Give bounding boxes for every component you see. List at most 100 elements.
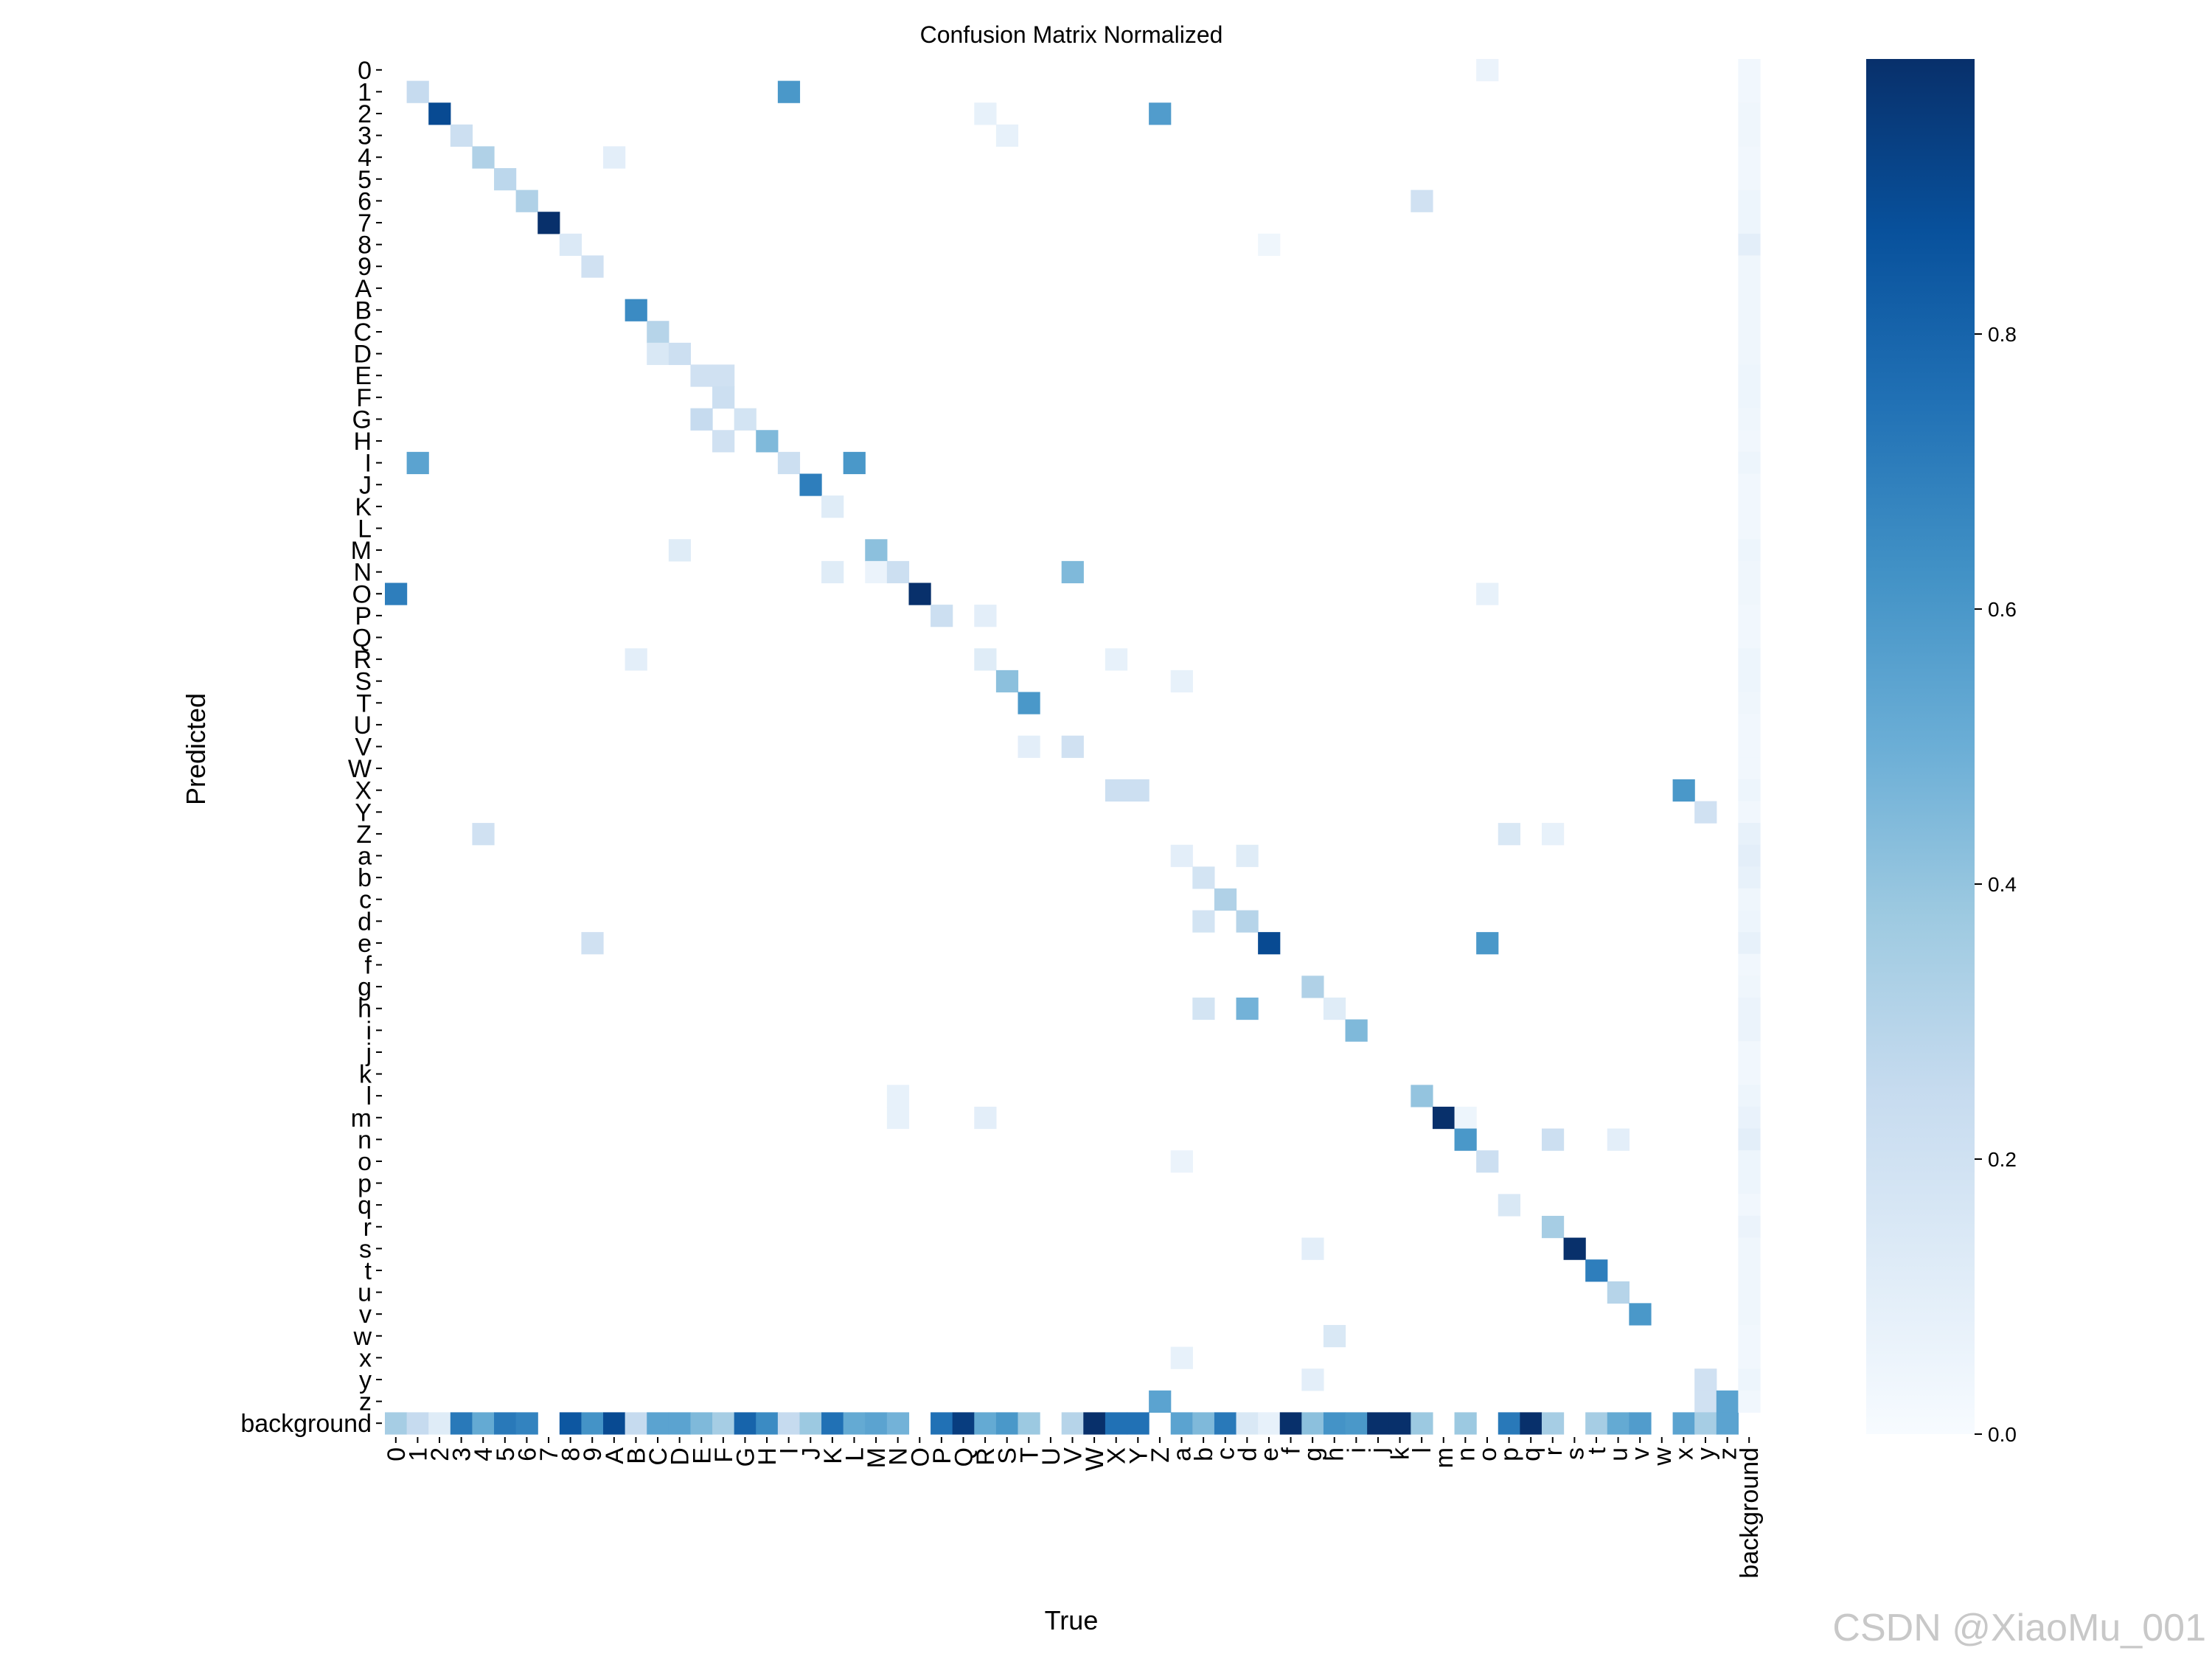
heatmap-cell xyxy=(515,189,538,212)
heatmap-cell xyxy=(1258,1412,1281,1435)
heatmap-cell xyxy=(494,1412,517,1435)
heatmap-cell xyxy=(1388,1412,1411,1435)
colorbar xyxy=(1866,59,1975,1434)
x-tick-label: Z xyxy=(1147,1447,1175,1463)
y-tick-label: w xyxy=(352,1323,372,1351)
heatmap-cell xyxy=(1716,1390,1739,1413)
y-tick-label: s xyxy=(359,1235,372,1263)
heatmap-cell xyxy=(865,1412,888,1435)
x-tick-label: j xyxy=(1365,1447,1393,1454)
heatmap-cell xyxy=(406,80,429,103)
heatmap-cell xyxy=(1738,342,1761,366)
heatmap-cell xyxy=(1083,1412,1106,1435)
heatmap-cell xyxy=(712,386,735,409)
y-tick-label: U xyxy=(353,712,372,740)
heatmap-cell xyxy=(1738,888,1761,911)
y-tick-label: P xyxy=(355,602,372,630)
heatmap-cell xyxy=(1738,1281,1761,1304)
x-tick-label: S xyxy=(994,1447,1022,1464)
y-tick-label: background xyxy=(240,1410,372,1438)
x-tick-label: t xyxy=(1583,1447,1611,1454)
x-tick-label: X xyxy=(1103,1447,1131,1464)
heatmap-cell xyxy=(1585,1412,1608,1435)
heatmap-cell xyxy=(1192,866,1215,889)
heatmap-cell xyxy=(1192,997,1215,1020)
heatmap-cell xyxy=(1738,1259,1761,1282)
colorbar-tick-label: 0.2 xyxy=(1988,1148,2017,1171)
heatmap-cell xyxy=(1170,1412,1193,1435)
heatmap-cell xyxy=(1738,757,1761,780)
heatmap-cell xyxy=(1738,626,1761,649)
heatmap-cell xyxy=(799,473,822,496)
heatmap-cell xyxy=(1301,1237,1324,1260)
heatmap-cell xyxy=(1738,430,1761,453)
y-tick-label: B xyxy=(355,296,372,324)
heatmap-cell xyxy=(406,451,429,475)
y-tick-label: N xyxy=(353,559,372,587)
x-tick-label: D xyxy=(667,1447,695,1466)
heatmap-cell xyxy=(1127,779,1150,802)
heatmap-cell xyxy=(581,255,604,278)
heatmap-cell xyxy=(908,582,931,605)
heatmap-cell xyxy=(1738,517,1761,540)
heatmap-cell xyxy=(1323,997,1346,1020)
y-tick-label: C xyxy=(353,319,372,347)
heatmap-cell xyxy=(690,408,713,431)
y-tick-label: r xyxy=(364,1214,372,1242)
heatmap-cell xyxy=(647,1412,669,1435)
heatmap-cell xyxy=(1411,189,1433,212)
x-tick-label: 8 xyxy=(557,1447,585,1461)
heatmap-cell xyxy=(1694,1368,1717,1391)
y-tick-label: h xyxy=(358,995,372,1023)
heatmap-cell xyxy=(581,1412,604,1435)
heatmap-cell xyxy=(647,342,669,366)
heatmap-cell xyxy=(1301,1412,1324,1435)
x-tick-label: W xyxy=(1081,1447,1109,1471)
heatmap-cell xyxy=(1170,669,1193,693)
heatmap-cell xyxy=(1694,1390,1717,1413)
y-tick-label: S xyxy=(355,668,372,696)
x-tick-label: q xyxy=(1517,1447,1545,1461)
heatmap-cell xyxy=(734,1412,757,1435)
heatmap-cell xyxy=(668,1412,692,1435)
y-tick-label: 7 xyxy=(358,209,372,237)
heatmap-cell xyxy=(1738,299,1761,321)
y-tick-label: j xyxy=(365,1039,372,1067)
heatmap-cell xyxy=(1738,975,1761,998)
heatmap-cell xyxy=(952,1412,975,1435)
y-tick-label: 4 xyxy=(358,144,372,172)
heatmap-cell xyxy=(559,233,582,257)
heatmap-cell xyxy=(625,299,647,321)
heatmap-cell xyxy=(1454,1106,1477,1130)
heatmap-cells xyxy=(385,59,1761,1435)
heatmap-cell xyxy=(472,146,495,169)
x-tick-label: G xyxy=(731,1447,759,1467)
heatmap-cell xyxy=(1738,451,1761,475)
y-tick-label: o xyxy=(358,1148,372,1176)
y-tick-label: m xyxy=(351,1105,372,1133)
y-tick-label: e xyxy=(358,930,372,958)
y-tick-label: A xyxy=(355,275,372,303)
heatmap-cell xyxy=(1738,1368,1761,1391)
heatmap-cell xyxy=(1105,1412,1128,1435)
x-tick-label: 2 xyxy=(426,1447,454,1461)
y-tick-label: l xyxy=(366,1082,372,1110)
heatmap-cell xyxy=(799,1412,822,1435)
heatmap-cell xyxy=(1738,1062,1761,1085)
colorbar-ticks: 0.0 0.2 0.4 0.6 0.8 xyxy=(1975,323,2017,1446)
heatmap-cell xyxy=(821,1412,844,1435)
heatmap-cell xyxy=(1061,560,1084,584)
colorbar-tick-label: 0.4 xyxy=(1988,873,2017,896)
heatmap-cell xyxy=(1105,648,1128,671)
x-tick-label: e xyxy=(1256,1447,1284,1461)
heatmap-cell xyxy=(450,124,473,147)
x-tick-label: r xyxy=(1540,1447,1568,1455)
y-tick-label: 2 xyxy=(358,100,372,128)
heatmap-cell xyxy=(1738,997,1761,1020)
heatmap-cell xyxy=(1563,1237,1586,1260)
heatmap-cell xyxy=(974,1412,997,1435)
y-tick-label: J xyxy=(359,471,372,499)
heatmap-cell xyxy=(625,1412,647,1435)
x-tick-label: k xyxy=(1387,1447,1415,1460)
